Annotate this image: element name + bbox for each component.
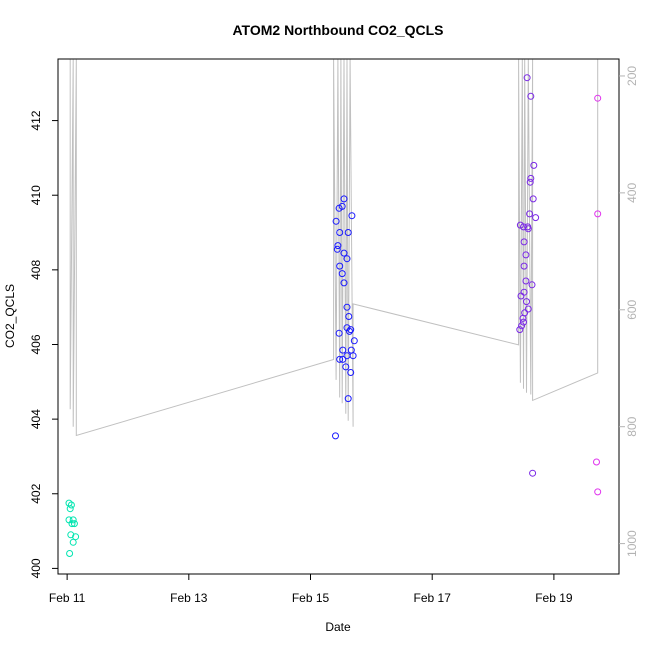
data-point	[532, 214, 540, 222]
data-point	[524, 225, 532, 233]
data-point	[343, 255, 351, 263]
data-point	[347, 369, 355, 376]
data-point	[335, 329, 343, 337]
data-point	[340, 195, 348, 203]
y-tick-label: 412	[29, 110, 43, 130]
data-point	[338, 270, 346, 278]
data-point	[349, 352, 357, 360]
data-point	[66, 550, 74, 557]
data-point	[345, 313, 353, 320]
y-tick-label: 402	[29, 483, 43, 503]
data-point	[333, 245, 341, 253]
data-point	[520, 238, 528, 246]
data-point	[523, 298, 530, 306]
right-tick-label: 600	[625, 299, 639, 319]
data-point	[520, 223, 527, 231]
data-point	[338, 202, 346, 210]
data-point	[523, 74, 531, 82]
data-point	[344, 395, 352, 403]
data-point	[529, 469, 537, 477]
data-point	[340, 249, 348, 257]
data-point	[350, 337, 358, 345]
chart-title: ATOM2 Northbound CO2_QCLS	[232, 22, 443, 38]
data-point	[336, 355, 344, 363]
data-point	[342, 363, 350, 371]
data-point	[339, 346, 347, 354]
data-point	[522, 277, 530, 285]
right-tick-label: 400	[625, 183, 639, 203]
data-point	[340, 279, 348, 287]
x-tick-label: Feb 13	[170, 591, 208, 605]
data-point	[527, 174, 535, 182]
y-tick-label: 410	[29, 185, 43, 205]
data-point	[67, 531, 75, 539]
data-point	[69, 538, 77, 546]
pressure-trace-line	[69, 59, 599, 437]
right-tick-label: 200	[625, 66, 639, 86]
y-tick-label: 400	[29, 558, 43, 578]
data-point	[526, 210, 534, 218]
data-point	[530, 161, 538, 169]
data-point	[522, 251, 530, 259]
data-point	[70, 520, 78, 528]
data-point	[524, 305, 532, 313]
data-point	[520, 318, 527, 326]
data-point	[332, 217, 340, 225]
y-axis: 400 402 404 406 408 410 412	[29, 110, 58, 578]
data-point	[518, 322, 526, 330]
right-tick-label: 800	[625, 416, 639, 436]
data-point	[594, 210, 602, 218]
x-axis-label: Date	[325, 620, 351, 634]
data-point	[334, 242, 342, 250]
data-point	[346, 327, 353, 335]
data-point	[67, 501, 75, 509]
data-point	[347, 326, 355, 334]
data-point	[528, 281, 536, 289]
x-tick-label: Feb 19	[535, 591, 573, 605]
data-point	[527, 92, 535, 100]
y-axis-label: CO2_QCLS	[3, 284, 17, 348]
data-point	[520, 262, 528, 270]
right-axis: 200 400 600 800 1000	[619, 66, 639, 557]
data-point	[594, 488, 602, 496]
data-points-layer	[65, 74, 602, 557]
y-tick-label: 408	[29, 260, 43, 280]
data-point	[344, 229, 352, 236]
x-tick-label: Feb 17	[414, 591, 452, 605]
data-point	[68, 520, 76, 528]
pressure-trace-layer	[69, 59, 599, 437]
data-point	[594, 94, 602, 102]
data-point	[593, 458, 600, 466]
data-point	[66, 505, 74, 513]
data-point	[529, 195, 537, 203]
data-point	[517, 292, 525, 300]
data-point	[339, 355, 347, 363]
data-point	[519, 314, 527, 322]
data-point	[516, 326, 524, 334]
data-point	[332, 432, 339, 440]
x-axis: Feb 11 Feb 13 Feb 15 Feb 17 Feb 19	[49, 573, 573, 605]
x-tick-label: Feb 11	[49, 591, 86, 605]
right-tick-label: 1000	[625, 530, 639, 557]
data-point	[348, 212, 356, 220]
y-tick-label: 406	[29, 334, 43, 354]
data-point	[336, 229, 344, 236]
data-point	[72, 533, 80, 541]
data-point	[336, 262, 344, 270]
data-point	[526, 178, 534, 186]
x-tick-label: Feb 15	[292, 591, 330, 605]
data-point	[69, 516, 77, 524]
data-point	[343, 303, 351, 311]
y-tick-label: 404	[29, 409, 43, 429]
